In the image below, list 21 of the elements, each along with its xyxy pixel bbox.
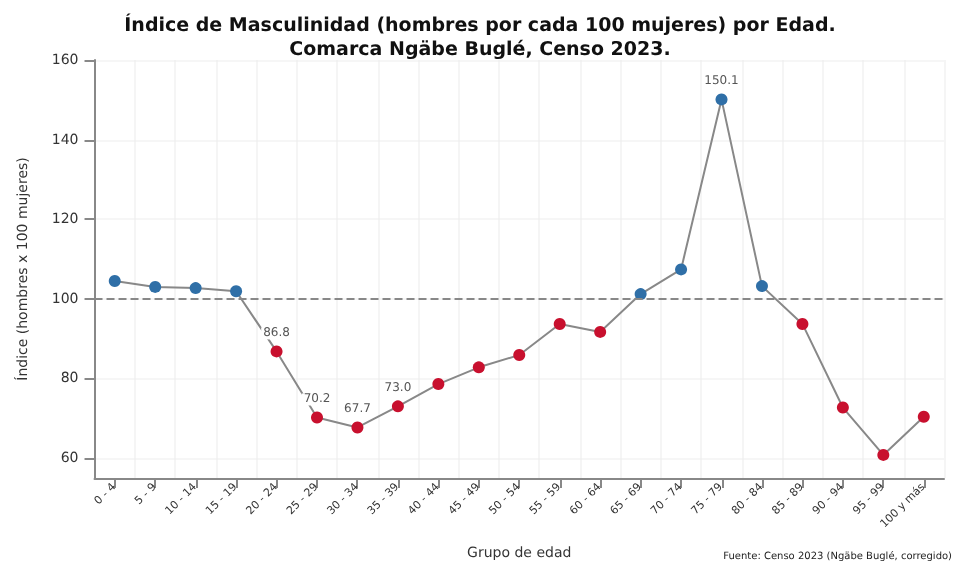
point [230, 285, 243, 298]
point [311, 411, 323, 424]
point [715, 93, 728, 106]
point [391, 400, 404, 413]
point [189, 282, 202, 295]
point [755, 280, 768, 293]
point [917, 410, 930, 423]
point [675, 263, 688, 276]
point [877, 448, 890, 461]
point [553, 317, 566, 330]
point [836, 401, 849, 414]
point [351, 421, 364, 434]
point [270, 345, 283, 358]
point [432, 378, 445, 391]
point [108, 274, 121, 287]
point [594, 325, 607, 338]
point [472, 361, 485, 374]
point [796, 317, 809, 330]
point [149, 280, 162, 293]
point [513, 348, 526, 361]
chart-title: Índice de Masculinidad (hombres por cada 100 mujeres) por Edad. Comarca Ngäbe Buglé, Censo 2023. [124, 13, 836, 61]
